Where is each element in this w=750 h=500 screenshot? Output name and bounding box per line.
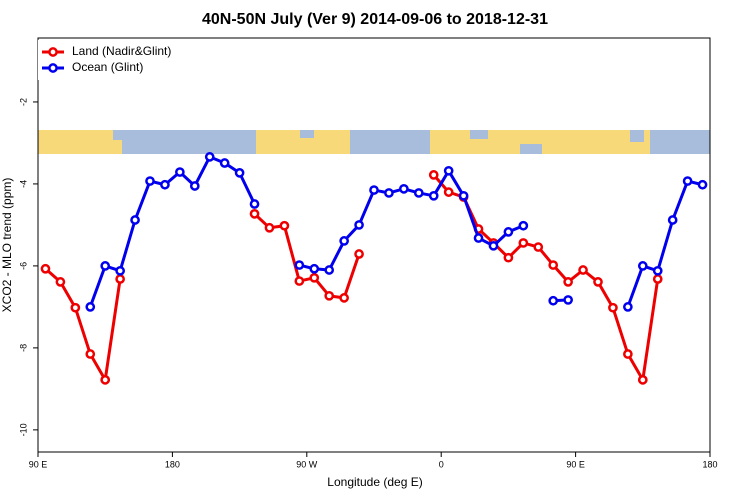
point (339, 236, 349, 246)
point (593, 277, 603, 287)
x-tick-label: 90 W (296, 459, 318, 469)
point (428, 190, 439, 201)
point (563, 277, 573, 287)
legend-label: Ocean (Glint) (72, 60, 143, 74)
x-tick-label: 180 (702, 459, 717, 469)
y-tick-label: -8 (18, 344, 28, 352)
x-tick-label: 90 E (566, 459, 585, 469)
point (354, 220, 364, 230)
plot-frame (37, 37, 711, 453)
point (264, 222, 275, 233)
series-line (44, 173, 660, 382)
point (667, 215, 678, 225)
point (697, 179, 708, 190)
point (488, 240, 499, 251)
x-tick-label: 0 (439, 459, 444, 469)
point (85, 302, 96, 312)
point (234, 168, 245, 178)
y-tick-label: -6 (18, 262, 28, 270)
point (369, 185, 379, 195)
point (652, 265, 663, 276)
y-tick-label: -2 (18, 98, 28, 106)
point (503, 252, 514, 263)
point (294, 276, 305, 286)
point (130, 215, 140, 225)
point (115, 274, 125, 284)
point (443, 165, 454, 176)
point (175, 167, 185, 177)
point (518, 238, 529, 248)
point (55, 277, 66, 287)
point (40, 263, 51, 274)
point (249, 199, 260, 209)
legend-marker (48, 47, 58, 57)
point (563, 295, 573, 305)
y-tick-label: -10 (18, 423, 28, 436)
point (324, 265, 335, 275)
point (428, 170, 439, 180)
point (279, 220, 290, 231)
point (309, 272, 320, 283)
point (608, 302, 618, 313)
point (548, 260, 559, 270)
legend: Land (Nadir&Glint) Ocean (Glint) (38, 40, 183, 80)
point (652, 274, 663, 284)
point (294, 260, 305, 270)
world-map-strip (38, 130, 710, 154)
point (115, 265, 125, 276)
point (204, 152, 215, 162)
y-tick-label: -4 (18, 180, 28, 188)
point (384, 188, 394, 198)
series-line (88, 155, 703, 308)
legend-label: Land (Nadir&Glint) (72, 44, 171, 58)
point (70, 302, 81, 313)
point (219, 158, 230, 168)
point (249, 208, 260, 219)
point (399, 183, 409, 194)
y-axis-label: XCO2 - MLO trend (ppm) (0, 178, 14, 313)
point (354, 249, 364, 259)
point (518, 220, 529, 231)
point (443, 187, 454, 197)
point (309, 263, 320, 274)
point (85, 349, 96, 359)
legend-marker (48, 63, 58, 73)
point (623, 349, 633, 359)
point (637, 261, 648, 271)
point (682, 176, 693, 186)
point (473, 233, 484, 243)
x-tick-label: 90 E (29, 459, 48, 469)
x-tick-label: 180 (165, 459, 180, 469)
point (145, 176, 155, 186)
point (533, 242, 544, 252)
point (100, 261, 111, 271)
point (189, 181, 200, 191)
point (324, 290, 335, 301)
point (503, 227, 514, 237)
point (339, 293, 349, 303)
chart-title: 40N-50N July (Ver 9) 2014-09-06 to 2018-… (202, 11, 548, 28)
point (160, 179, 170, 190)
point (413, 188, 424, 198)
point (548, 295, 559, 306)
x-axis-label: Longitude (deg E) (327, 475, 422, 489)
point (100, 375, 111, 385)
point (578, 265, 588, 275)
point (458, 190, 469, 201)
point (637, 375, 648, 385)
point (623, 302, 633, 312)
